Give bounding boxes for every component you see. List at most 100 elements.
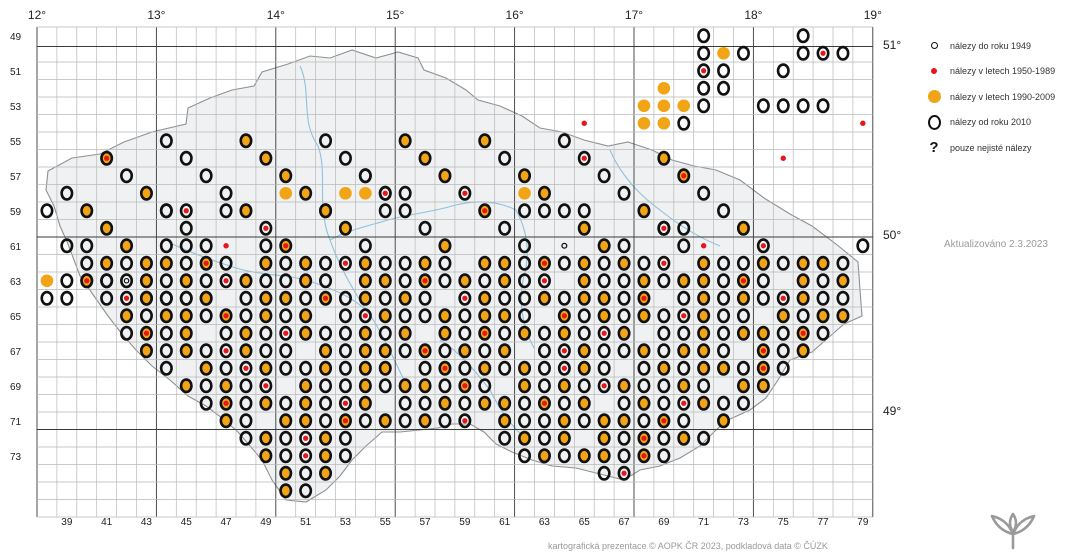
ring-symbol [518,308,532,324]
ring-symbol [597,238,611,254]
ring-symbol [338,255,352,271]
ring-symbol [617,308,631,324]
ring-symbol [40,203,54,219]
ring-symbol [438,343,452,359]
column-label: 75 [778,517,790,528]
ring-symbol [836,308,850,324]
ring-symbol [736,360,750,376]
column-label: 51 [300,517,312,528]
red-dot [641,453,647,459]
axis-labels: 12° 13° 14° 15° 16° 17° 18° 19° 51° 50° 49° 49 51 53 5… [10,8,901,528]
ring-symbol [717,63,731,79]
ring-symbol [299,448,313,464]
ring-symbol [537,395,551,411]
ring-symbol [736,325,750,341]
ring-symbol [199,290,213,306]
ring-symbol [498,255,512,271]
ring-symbol [338,360,352,376]
ring-symbol [438,168,452,184]
ring-symbol [219,378,233,394]
ring-symbol [657,273,671,289]
red-dot [561,348,567,354]
column-label: 63 [539,517,551,528]
ring-symbol [438,360,452,376]
ring-symbol [776,325,790,341]
ring-symbol [717,413,731,429]
red-dot [303,453,309,459]
ring-symbol [219,273,233,289]
ring-symbol [338,413,352,429]
ring-symbol [677,308,691,324]
ring-symbol [239,308,253,324]
ring-symbol [199,395,213,411]
ring-symbol [139,273,153,289]
red-dot [760,365,766,371]
ring-symbol [338,220,352,236]
ring-symbol [597,465,611,481]
red-dot [701,68,707,74]
ring-symbol [577,448,591,464]
ring-symbol [637,430,651,446]
ring-symbol [617,255,631,271]
red-dot [601,330,607,336]
ring-symbol [299,413,313,429]
ring-symbol [557,343,571,359]
ring-symbol [199,168,213,184]
ring-symbol [677,360,691,376]
ring-symbol [597,430,611,446]
ring-symbol [338,290,352,306]
ring-symbol [259,255,273,271]
longitude-label: 18° [744,8,762,22]
ring-symbol [418,150,432,166]
ring-symbol [617,238,631,254]
ring-symbol [836,45,850,61]
ring-symbol [597,343,611,359]
red-dot [581,155,587,161]
ring-symbol [597,413,611,429]
row-label: 59 [10,207,22,218]
ring-symbol [398,203,412,219]
ring-symbol [518,238,532,254]
ring-symbol [358,395,372,411]
row-label: 65 [10,312,22,323]
ring-symbol [657,255,671,271]
ring-symbol [657,448,671,464]
ring-symbol [100,273,114,289]
ring-symbol [717,325,731,341]
ring-symbol [577,203,591,219]
red-dot [581,120,587,126]
orange-dot [717,46,730,60]
ring-symbol [279,395,293,411]
ring-symbol [617,465,631,481]
ring-symbol [259,325,273,341]
red-dot [561,365,567,371]
red-dot [860,120,866,126]
ring-symbol [319,133,333,149]
latitude-label: 49° [883,404,901,418]
ring-symbol [697,185,711,201]
ring-symbol [796,273,810,289]
ring-symbol [378,255,392,271]
ring-symbol [557,360,571,376]
ring-symbol [498,325,512,341]
ring-symbol [319,395,333,411]
ring-symbol [338,430,352,446]
ring-symbol [319,430,333,446]
grid [36,26,874,518]
ring-symbol [338,378,352,394]
ring-symbol [597,168,611,184]
ring-symbol [199,343,213,359]
longitude-label: 16° [506,8,524,22]
ring-symbol [259,430,273,446]
red-dot [601,383,607,389]
ring-symbol [717,360,731,376]
ring-symbol [637,395,651,411]
ring-symbol [279,465,293,481]
ring-symbol [518,360,532,376]
ring-symbol [299,465,313,481]
red-dot [482,330,488,336]
red-dot [342,418,349,424]
ring-symbol [159,325,173,341]
ring-symbol [338,448,352,464]
ring-symbol [856,238,870,254]
